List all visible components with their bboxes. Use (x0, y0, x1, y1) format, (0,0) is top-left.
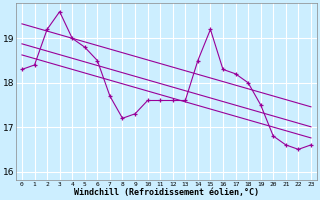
X-axis label: Windchill (Refroidissement éolien,°C): Windchill (Refroidissement éolien,°C) (74, 188, 259, 197)
